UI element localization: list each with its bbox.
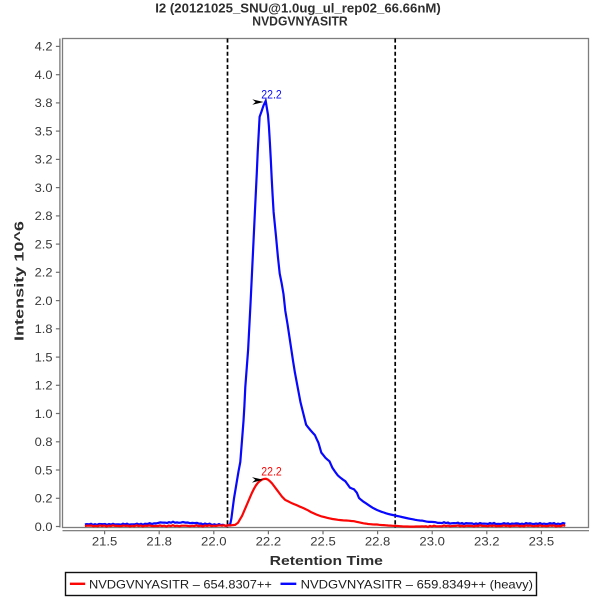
- svg-text:22.2: 22.2: [261, 89, 281, 101]
- svg-text:1.2: 1.2: [35, 379, 53, 393]
- svg-text:2.5: 2.5: [35, 237, 53, 251]
- svg-text:23.0: 23.0: [419, 535, 445, 549]
- svg-text:21.5: 21.5: [92, 535, 118, 549]
- svg-text:0.0: 0.0: [35, 520, 53, 534]
- svg-text:21.8: 21.8: [146, 535, 172, 549]
- svg-text:NVDGVNYASITR: NVDGVNYASITR: [252, 14, 348, 29]
- svg-text:Retention Time: Retention Time: [270, 553, 383, 568]
- svg-text:I2 (20121025_SNU@1.0ug_ul_rep0: I2 (20121025_SNU@1.0ug_ul_rep02_66.66nM): [155, 1, 441, 16]
- svg-text:22.8: 22.8: [365, 535, 391, 549]
- svg-text:22.2: 22.2: [256, 535, 282, 549]
- svg-text:23.2: 23.2: [474, 535, 500, 549]
- svg-text:4.2: 4.2: [35, 40, 53, 54]
- svg-text:NVDGVNYASITR – 654.8307++: NVDGVNYASITR – 654.8307++: [89, 577, 272, 591]
- svg-text:2.0: 2.0: [35, 294, 53, 308]
- svg-text:NVDGVNYASITR – 659.8349++ (hea: NVDGVNYASITR – 659.8349++ (heavy): [301, 577, 533, 591]
- svg-text:1.0: 1.0: [35, 407, 53, 421]
- svg-text:3.5: 3.5: [35, 124, 53, 138]
- svg-text:0.8: 0.8: [35, 435, 53, 449]
- svg-text:1.5: 1.5: [35, 350, 53, 364]
- svg-text:23.5: 23.5: [529, 535, 555, 549]
- svg-text:22.2: 22.2: [261, 467, 281, 479]
- svg-text:22.0: 22.0: [201, 535, 227, 549]
- svg-text:2.2: 2.2: [35, 266, 53, 280]
- svg-text:0.2: 0.2: [35, 492, 53, 506]
- svg-text:2.8: 2.8: [35, 209, 53, 223]
- svg-text:1.8: 1.8: [35, 322, 53, 336]
- svg-text:3.0: 3.0: [35, 181, 53, 195]
- svg-text:0.5: 0.5: [35, 463, 53, 477]
- svg-text:3.2: 3.2: [35, 153, 53, 167]
- svg-text:22.5: 22.5: [310, 535, 336, 549]
- svg-text:Intensity 10^6: Intensity 10^6: [12, 221, 27, 341]
- svg-text:3.8: 3.8: [35, 96, 53, 110]
- svg-text:4.0: 4.0: [35, 68, 53, 82]
